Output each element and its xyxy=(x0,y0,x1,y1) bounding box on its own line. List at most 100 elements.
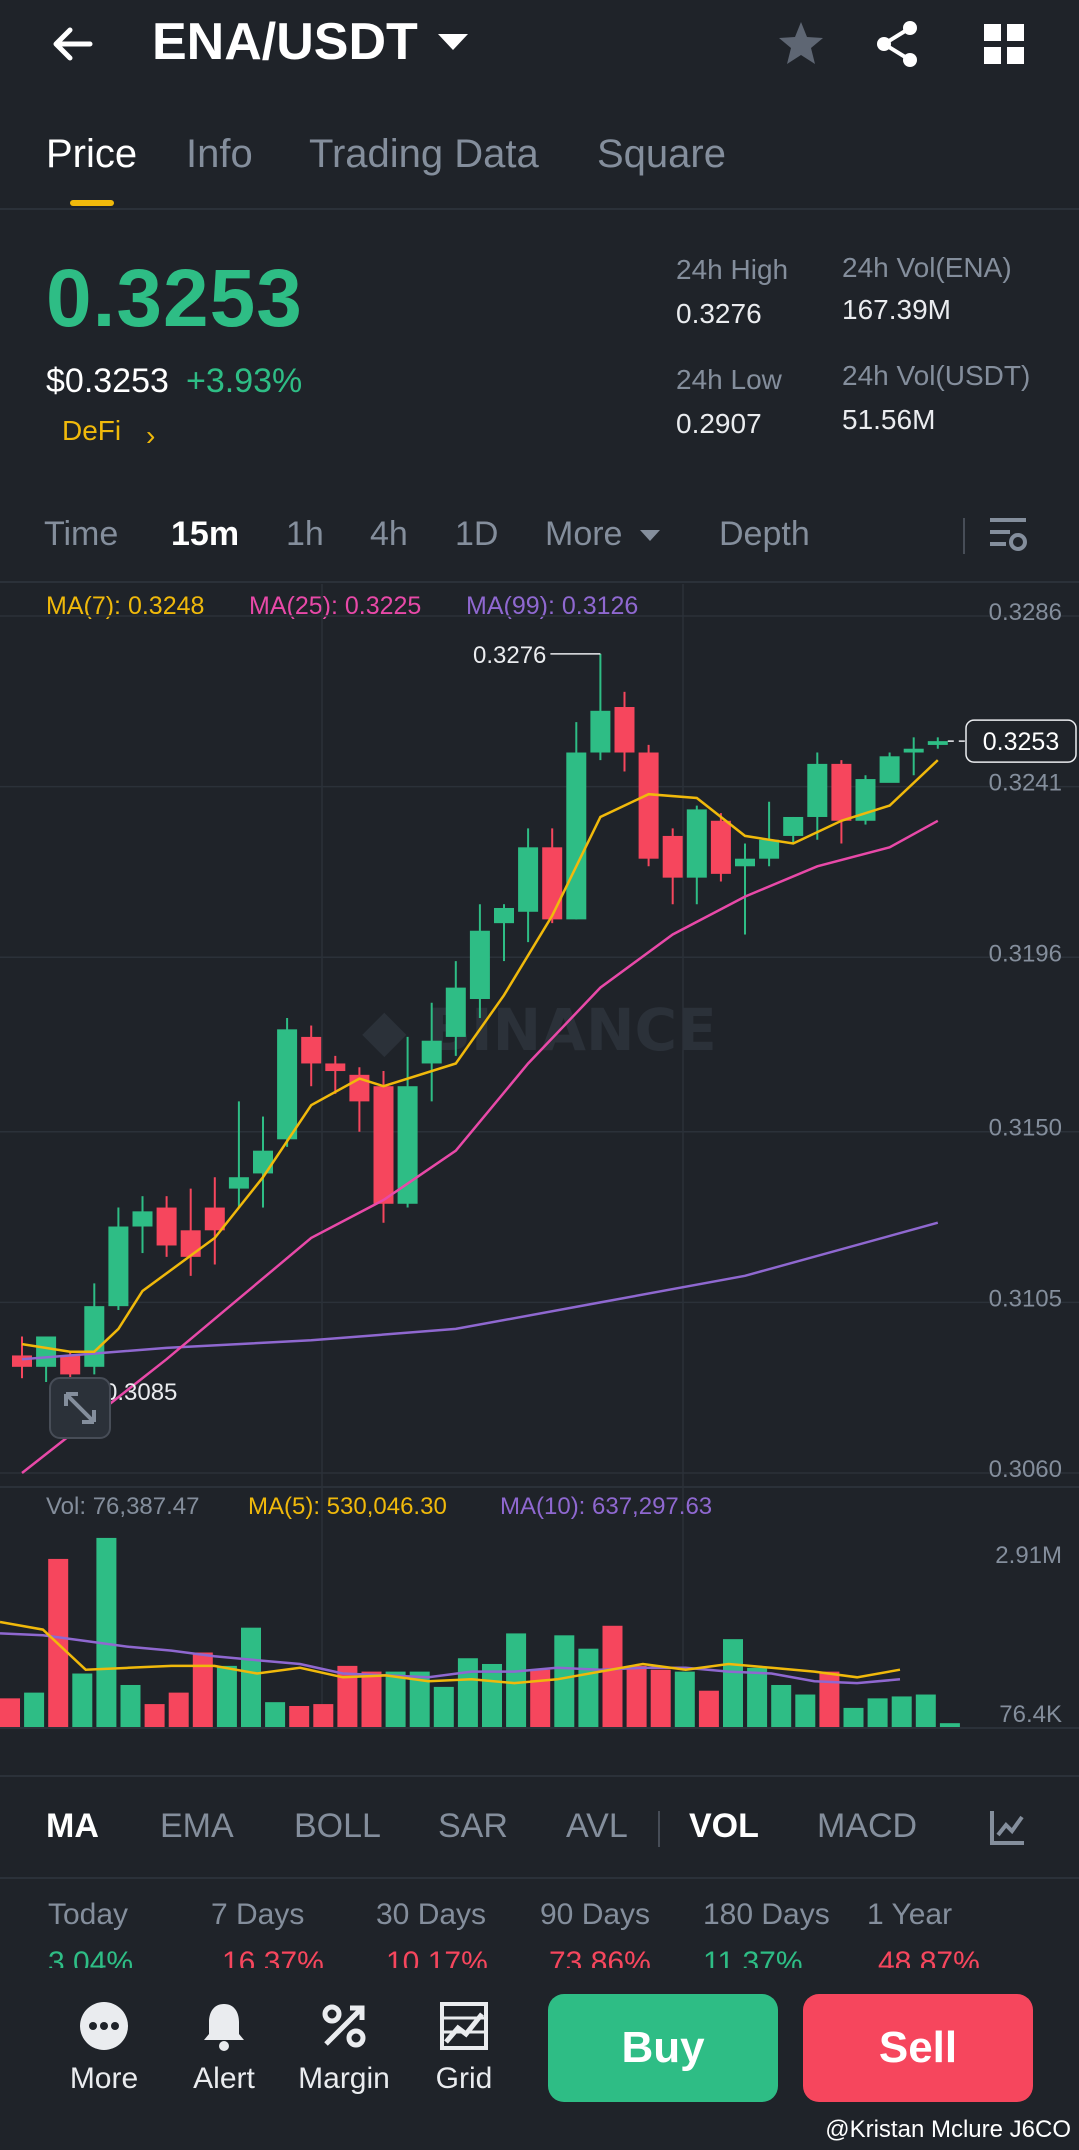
volume-bar-up xyxy=(578,1648,599,1727)
high-marker-label: 0.3276 xyxy=(473,642,546,669)
ind-ma[interactable]: MA xyxy=(46,1807,99,1845)
candle-down xyxy=(301,1036,322,1064)
candle-down xyxy=(180,1230,201,1257)
sell-button[interactable]: Sell xyxy=(803,1994,1033,2102)
ind-macd[interactable]: MACD xyxy=(817,1807,918,1845)
alert-label: Alert xyxy=(193,2062,255,2095)
tf-4h[interactable]: 4h xyxy=(370,515,408,553)
price-chart[interactable]: ◆ BINANCE 0.3276 0.3085 0.3253 0.3286 0.324… xyxy=(0,580,1079,1740)
tab-square[interactable]: Square xyxy=(597,132,726,176)
x-tick-label: 2025-04-05 04:30 xyxy=(227,1739,417,1740)
star-icon[interactable] xyxy=(773,16,829,72)
divider xyxy=(658,1811,660,1847)
candle-down xyxy=(373,1086,394,1204)
ma99-line xyxy=(21,1221,939,1361)
candle-down xyxy=(542,847,563,920)
expand-icon[interactable] xyxy=(48,1376,112,1440)
low-marker-label: 0.3085 xyxy=(104,1379,177,1406)
indicator-tabs: MA EMA BOLL SAR AVL VOL MACD xyxy=(0,1775,1079,1879)
vol-ena-label: 24h Vol(ENA) xyxy=(842,252,1012,283)
alert-button[interactable]: Alert xyxy=(169,1998,279,2096)
volume-bar-down xyxy=(0,1698,20,1727)
fiat-price: $0.3253 xyxy=(46,362,169,400)
tab-info[interactable]: Info xyxy=(186,132,253,176)
candle-down xyxy=(60,1355,81,1375)
ind-ema[interactable]: EMA xyxy=(160,1807,234,1845)
candle-down xyxy=(204,1207,225,1231)
candle-up xyxy=(566,752,587,920)
tab-trading-data[interactable]: Trading Data xyxy=(309,132,539,176)
volume-bar-up xyxy=(120,1684,141,1727)
candle-up xyxy=(445,987,466,1037)
divider xyxy=(963,518,965,554)
share-icon[interactable] xyxy=(870,16,926,72)
indicator-settings-icon[interactable] xyxy=(988,1807,1028,1847)
y-tick-label: 0.3060 xyxy=(989,1456,1062,1483)
y-tick-label: 0.3196 xyxy=(989,940,1062,967)
back-arrow-icon[interactable] xyxy=(46,16,102,72)
y-tick-label: 0.3105 xyxy=(989,1285,1062,1312)
volume-bar-up xyxy=(915,1694,936,1727)
candle-down xyxy=(831,763,852,821)
more-label: More xyxy=(69,2062,139,2095)
volume-bar-up xyxy=(216,1665,237,1727)
tab-price[interactable]: Price xyxy=(46,132,138,176)
tf-time[interactable]: Time xyxy=(44,515,119,553)
volume-bar-up xyxy=(747,1667,768,1727)
ind-avl[interactable]: AVL xyxy=(566,1807,628,1845)
chart-settings-icon[interactable] xyxy=(986,512,1030,556)
volume-bar-up xyxy=(674,1671,695,1727)
bottom-action-bar: More Alert Margin Grid Buy Sell xyxy=(0,1968,1079,2150)
buy-button[interactable]: Buy xyxy=(548,1994,778,2102)
volume-bar-up xyxy=(891,1696,912,1727)
vol-ma5-legend: MA(5): 530,046.30 xyxy=(248,1493,447,1520)
tf-1h[interactable]: 1h xyxy=(286,515,324,553)
grid-label: Grid xyxy=(435,2062,493,2095)
header-bar: ENA/USDT xyxy=(0,0,1079,95)
ind-sar[interactable]: SAR xyxy=(438,1807,508,1845)
volume-bar-down xyxy=(337,1665,358,1727)
volume-bar-down xyxy=(313,1704,334,1727)
margin-label: Margin xyxy=(298,2062,390,2095)
perf-label-180d: 180 Days xyxy=(703,1898,830,1931)
candle-up xyxy=(36,1336,57,1367)
perf-label-1y: 1 Year xyxy=(867,1898,953,1931)
more-caret-icon xyxy=(640,530,660,541)
grid-button[interactable]: Grid xyxy=(409,1998,519,2096)
tf-depth[interactable]: Depth xyxy=(719,515,810,553)
volume-bar-down xyxy=(650,1669,671,1727)
vol-ena-value: 167.39M xyxy=(842,294,951,325)
tf-more[interactable]: More xyxy=(545,515,623,553)
chevron-right-icon: › xyxy=(146,420,156,451)
last-price: 0.3253 xyxy=(46,253,303,344)
ma25-line xyxy=(21,819,939,1474)
candle-up xyxy=(686,809,707,878)
ind-boll[interactable]: BOLL xyxy=(294,1807,381,1845)
volume-bar-up xyxy=(385,1671,406,1727)
margin-button[interactable]: Margin xyxy=(289,1998,399,2096)
more-button[interactable]: More xyxy=(49,1998,159,2096)
last-price-tag xyxy=(965,719,1077,763)
tf-15m[interactable]: 15m xyxy=(171,515,240,553)
ind-vol[interactable]: VOL xyxy=(689,1807,759,1845)
candle-up xyxy=(421,1040,442,1064)
perf-label-today: Today xyxy=(48,1898,129,1931)
volume-bar-up xyxy=(24,1692,45,1727)
candle-up xyxy=(494,907,514,924)
vol-usdt-value: 51.56M xyxy=(842,404,936,435)
volume-bar-up xyxy=(843,1707,864,1727)
pair-selector[interactable]: ENA/USDT xyxy=(152,12,468,72)
tf-1d[interactable]: 1D xyxy=(455,515,499,553)
volume-bar-up xyxy=(867,1698,888,1727)
candle-up xyxy=(807,763,828,817)
volume-bar-up xyxy=(72,1673,93,1727)
volume-bar-up xyxy=(771,1684,792,1727)
candle-down xyxy=(156,1207,177,1246)
volume-bar-down xyxy=(289,1705,310,1727)
grid-icon[interactable] xyxy=(976,16,1032,72)
volume-bar-down xyxy=(819,1671,840,1727)
ma7-line xyxy=(21,759,939,1353)
candle-up xyxy=(879,756,900,783)
volume-bar-up xyxy=(457,1658,478,1727)
sector-tag[interactable]: DeFi xyxy=(62,415,122,446)
